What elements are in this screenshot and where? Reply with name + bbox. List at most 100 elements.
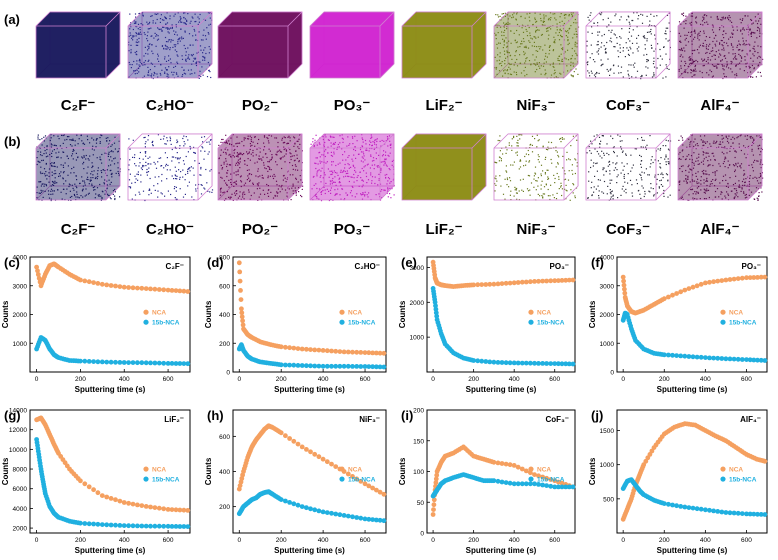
cube-dot <box>591 181 593 183</box>
cube-dot <box>725 66 728 68</box>
cube-dot <box>714 185 716 187</box>
cube-dot <box>703 158 705 160</box>
cube-dot <box>243 153 245 155</box>
cube-dot <box>520 72 523 74</box>
cube-dot <box>39 154 42 156</box>
cube-dot <box>223 163 225 165</box>
cube-dot <box>37 138 39 140</box>
cube-dot <box>283 136 285 138</box>
data-point <box>139 285 145 291</box>
cube-dot <box>600 14 602 16</box>
cube-dot <box>669 140 672 142</box>
cube-dot <box>284 161 286 163</box>
cube-dot <box>685 174 687 177</box>
cube-dot <box>322 136 324 138</box>
data-point <box>152 505 158 510</box>
cube-dot <box>759 28 761 30</box>
cube-dot <box>570 12 572 14</box>
cube-dot <box>691 34 693 36</box>
cube-dot <box>70 172 72 174</box>
cube-dot <box>223 141 225 143</box>
cube-dot <box>495 175 497 177</box>
cube-dot <box>523 40 525 43</box>
cube-dot <box>49 154 51 156</box>
cube-dot <box>252 152 254 154</box>
cube-dot <box>89 155 91 157</box>
cube-dot <box>549 195 551 197</box>
data-point <box>165 523 171 529</box>
cube-dot <box>557 163 559 165</box>
cube-dot <box>336 172 338 174</box>
chart-panel: (e) PO₃⁻0 200 400 600100020003000Sputtering … <box>398 255 576 394</box>
cube-dot <box>161 193 163 195</box>
cube-dot <box>719 165 721 167</box>
cube-dot <box>536 62 538 64</box>
cube-dot <box>388 168 390 170</box>
cube-dot <box>760 187 762 189</box>
cube-dot <box>152 52 154 55</box>
cube-dot <box>623 165 625 167</box>
cube-dot <box>702 163 705 165</box>
cube-dot <box>658 187 660 189</box>
cube-dot <box>97 194 99 196</box>
data-point <box>156 523 162 529</box>
data-point <box>333 511 339 517</box>
cube-dot <box>157 27 159 29</box>
x-tick-label: 600 <box>549 537 560 544</box>
data-point <box>487 281 493 287</box>
cube-dot <box>335 193 337 195</box>
cube-dot <box>294 142 296 144</box>
cube-dot <box>323 146 325 148</box>
cube-dot <box>364 159 366 161</box>
cube-dot <box>152 22 154 24</box>
cube-dot <box>230 137 232 139</box>
cube-dot <box>691 169 693 171</box>
cube-dot <box>220 149 222 151</box>
cube-dot <box>82 188 84 190</box>
cube-dot <box>382 161 384 163</box>
cube-dot <box>723 30 725 32</box>
cube-dot <box>710 180 712 182</box>
cube-dot <box>699 198 701 200</box>
cube-dot <box>148 163 150 165</box>
cube-outline <box>217 133 303 201</box>
cube-dot <box>312 138 314 140</box>
cube-dot <box>753 67 755 69</box>
cube-dot <box>342 171 344 173</box>
cube-dot <box>199 174 201 176</box>
cube-dot <box>146 35 148 37</box>
cube-dot <box>644 37 646 39</box>
cube-dot <box>547 27 549 29</box>
cube-dot <box>128 44 130 46</box>
cube-dot <box>183 145 185 147</box>
cube-dot <box>757 45 759 47</box>
cube-dot <box>192 44 194 46</box>
ion-label: PO₃⁻ <box>334 221 371 238</box>
data-point <box>130 285 136 291</box>
data-point <box>78 277 83 283</box>
cube-dot <box>631 19 633 22</box>
cube-dot <box>236 152 238 154</box>
cube-dot <box>205 168 207 171</box>
cube-dot <box>57 135 59 137</box>
cube-dot <box>665 64 667 66</box>
cube-dot <box>517 139 519 141</box>
cube-dot <box>159 28 161 31</box>
cube-dot <box>339 194 341 196</box>
cube-dot <box>140 23 142 25</box>
cube-dot <box>516 74 518 76</box>
cube-dot <box>237 174 239 176</box>
cube-dot <box>145 161 147 163</box>
data-point <box>723 356 729 362</box>
cube-dot <box>739 55 741 57</box>
cube-dot <box>371 147 373 150</box>
cube-dot <box>295 194 297 196</box>
cube-dot <box>665 27 667 29</box>
cube-dot <box>145 141 147 143</box>
cube-dot <box>383 164 385 166</box>
cube-dot <box>604 48 606 51</box>
cube-dot <box>685 23 687 25</box>
cube-dot <box>637 50 639 52</box>
cube-dot <box>237 161 239 163</box>
cube-dot <box>139 65 141 68</box>
